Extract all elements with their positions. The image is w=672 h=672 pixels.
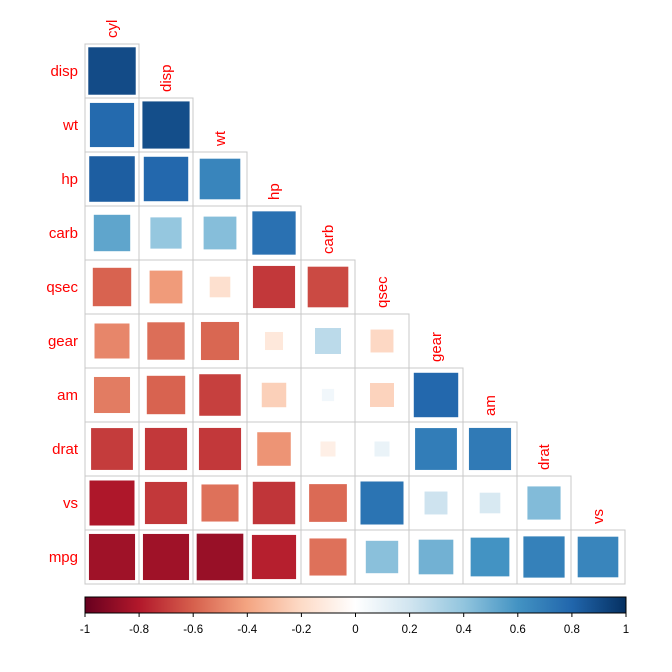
column-labels: cyl disp wt hp carb qsec gear am drat vs bbox=[104, 20, 607, 524]
colorbar-tick-label: 1 bbox=[623, 624, 629, 636]
corr-square-am-cyl bbox=[93, 376, 131, 414]
colorbar-tick-label: -1 bbox=[80, 624, 90, 636]
corr-square-hp-cyl bbox=[89, 156, 135, 202]
corr-square-vs-cyl bbox=[89, 480, 135, 526]
corr-square-drat-am bbox=[468, 427, 512, 471]
column-label-vs: vs bbox=[590, 509, 607, 524]
corr-square-gear-disp bbox=[147, 322, 185, 360]
corr-square-qsec-hp bbox=[252, 265, 296, 309]
row-label-wt: wt bbox=[62, 117, 79, 134]
column-label-gear: gear bbox=[428, 332, 445, 362]
matrix-cell-carb-disp bbox=[138, 205, 194, 261]
corr-square-vs-drat bbox=[527, 486, 561, 520]
column-label-am: am bbox=[482, 395, 499, 416]
corr-square-gear-hp bbox=[264, 331, 284, 351]
corr-square-mpg-wt bbox=[196, 533, 244, 581]
corr-square-mpg-cyl bbox=[88, 533, 136, 581]
corr-square-qsec-carb bbox=[307, 266, 349, 308]
corr-square-carb-wt bbox=[203, 216, 237, 250]
corr-square-drat-carb bbox=[320, 441, 336, 457]
corr-square-hp-disp bbox=[143, 156, 189, 202]
corr-square-hp-wt bbox=[199, 158, 241, 200]
corr-square-am-carb bbox=[321, 388, 335, 402]
corr-square-mpg-gear bbox=[418, 539, 454, 575]
corr-square-mpg-vs bbox=[577, 536, 619, 578]
row-label-qsec: qsec bbox=[46, 279, 78, 296]
corr-square-vs-hp bbox=[252, 481, 296, 525]
column-label-drat: drat bbox=[536, 443, 553, 470]
corr-square-wt-disp bbox=[142, 101, 190, 149]
row-label-carb: carb bbox=[49, 225, 78, 242]
colorbar-gradient bbox=[84, 596, 627, 614]
corr-square-mpg-am bbox=[470, 537, 510, 577]
corr-square-drat-gear bbox=[415, 428, 457, 470]
corr-square-gear-carb bbox=[315, 328, 341, 354]
column-label-carb: carb bbox=[320, 225, 337, 254]
row-label-vs: vs bbox=[63, 495, 78, 512]
colorbar-tick-label: 0.4 bbox=[456, 624, 473, 636]
colorbar-tick-label: 0.6 bbox=[510, 624, 526, 636]
corr-square-qsec-cyl bbox=[92, 267, 132, 307]
column-label-wt: wt bbox=[212, 130, 229, 147]
corr-square-vs-wt bbox=[201, 484, 239, 522]
column-label-qsec: qsec bbox=[374, 276, 391, 308]
row-label-hp: hp bbox=[61, 171, 78, 188]
corr-square-drat-qsec bbox=[374, 441, 390, 457]
corr-square-gear-qsec bbox=[370, 329, 394, 353]
corr-square-drat-wt bbox=[198, 427, 242, 471]
corr-square-vs-disp bbox=[144, 481, 188, 525]
row-label-gear: gear bbox=[48, 333, 78, 350]
corr-square-qsec-disp bbox=[149, 270, 183, 304]
correlation-squares bbox=[88, 47, 619, 581]
corr-square-vs-gear bbox=[424, 491, 448, 515]
colorbar-tick-label: -0.6 bbox=[183, 624, 203, 636]
row-label-mpg: mpg bbox=[49, 549, 78, 566]
corr-square-am-gear bbox=[413, 372, 459, 418]
colorbar-tick-label: 0.2 bbox=[402, 624, 418, 636]
column-label-disp: disp bbox=[158, 64, 175, 92]
corr-square-vs-carb bbox=[309, 484, 347, 522]
colorbar-tick-label: -0.4 bbox=[237, 624, 257, 636]
corr-square-drat-cyl bbox=[91, 428, 133, 470]
corr-square-disp-cyl bbox=[88, 47, 136, 95]
colorbar: -1 -0.8 -0.6 -0.4 -0.2 0 0.2 0.4 0.6 0.8 1 bbox=[80, 596, 629, 636]
corr-square-am-qsec bbox=[370, 383, 394, 407]
corr-square-mpg-qsec bbox=[365, 540, 399, 574]
corr-square-am-wt bbox=[199, 374, 241, 416]
row-label-drat: drat bbox=[52, 441, 79, 458]
corr-square-vs-qsec bbox=[360, 481, 404, 525]
corr-square-vs-am bbox=[479, 492, 501, 514]
colorbar-tick-label: -0.2 bbox=[291, 624, 311, 636]
corr-square-drat-disp bbox=[144, 427, 188, 471]
corr-square-gear-cyl bbox=[94, 323, 130, 359]
colorbar-tick-label: -0.8 bbox=[129, 624, 149, 636]
corr-square-carb-disp bbox=[150, 217, 182, 249]
row-label-disp: disp bbox=[50, 63, 78, 80]
corr-square-mpg-drat bbox=[523, 536, 565, 578]
corr-square-am-hp bbox=[261, 382, 287, 408]
corr-square-drat-hp bbox=[257, 432, 291, 466]
corr-square-mpg-disp bbox=[142, 533, 190, 581]
colorbar-tick-label: 0 bbox=[352, 624, 358, 636]
corr-square-wt-cyl bbox=[89, 102, 135, 148]
column-label-hp: hp bbox=[266, 183, 283, 200]
corr-square-carb-hp bbox=[252, 211, 296, 255]
colorbar-tick-label: 0.8 bbox=[564, 624, 580, 636]
corr-square-mpg-carb bbox=[309, 538, 347, 576]
corr-square-qsec-wt bbox=[209, 276, 231, 298]
row-labels: disp wt hp carb qsec gear am drat vs mpg bbox=[46, 63, 79, 566]
corr-square-am-disp bbox=[146, 375, 186, 415]
corr-square-mpg-hp bbox=[251, 534, 297, 580]
row-label-am: am bbox=[57, 387, 78, 404]
column-label-cyl: cyl bbox=[104, 20, 121, 38]
corr-square-carb-cyl bbox=[93, 214, 131, 252]
corr-square-gear-wt bbox=[200, 321, 240, 361]
